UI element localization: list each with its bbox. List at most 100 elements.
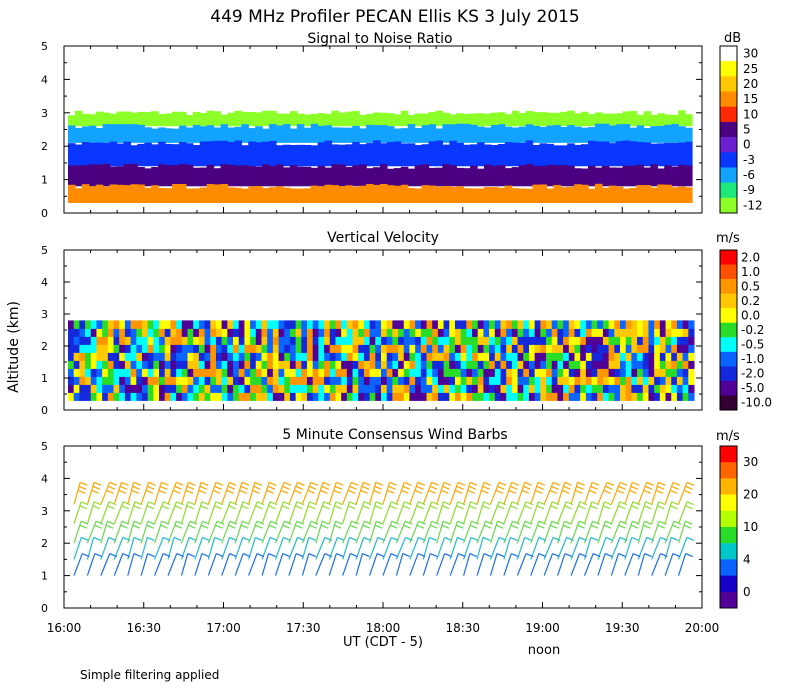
vv-cell — [659, 344, 667, 353]
snr-cell — [345, 167, 353, 187]
vv-cell — [102, 320, 109, 329]
colorbar-swatch — [720, 351, 737, 367]
vv-cell — [278, 328, 285, 337]
barb-flag — [389, 481, 397, 486]
vv-cell — [204, 336, 211, 345]
snr-cell — [636, 125, 645, 143]
vv-cell — [637, 360, 644, 369]
snr-cell — [629, 141, 638, 167]
vv-cell — [68, 360, 75, 369]
vv-cell — [130, 392, 137, 401]
colorbar-frame — [719, 445, 738, 609]
snr-cell — [352, 186, 360, 203]
vv-cell — [506, 360, 513, 369]
vv-cell — [528, 392, 536, 401]
vv-cell — [227, 336, 234, 345]
vv-cell — [79, 320, 86, 329]
barb-flag — [579, 501, 588, 506]
vv-cell — [136, 320, 143, 329]
barb-staff — [328, 501, 337, 524]
barb-flag — [162, 536, 171, 541]
snr-cell — [310, 167, 319, 187]
vv-cell — [193, 376, 200, 385]
vv-cell — [591, 368, 598, 377]
barb-staff — [180, 520, 191, 544]
colorbar-swatch — [720, 182, 737, 199]
barb-staff — [221, 482, 230, 505]
vv-cell — [238, 384, 245, 393]
barb-staff — [476, 482, 485, 505]
vv-cell — [227, 384, 234, 393]
vv-cell — [141, 360, 149, 369]
barb-staff — [73, 501, 82, 524]
vv-cell — [432, 392, 439, 401]
snr-cell — [352, 141, 360, 167]
vv-cell — [477, 352, 484, 361]
vv-cell — [307, 320, 314, 329]
vv-cell — [113, 384, 120, 393]
barb-flag — [176, 553, 184, 558]
vv-cell — [642, 376, 649, 385]
vv-cell — [85, 376, 92, 385]
snr-cell — [373, 112, 381, 127]
barb-flag — [632, 520, 640, 525]
vv-cell — [540, 320, 547, 329]
vv-cell — [335, 328, 342, 337]
barb-flag — [564, 520, 572, 525]
vv-cell — [358, 360, 365, 369]
snr-panel-title: Signal to Noise Ratio — [307, 31, 452, 47]
vv-cell — [85, 320, 92, 329]
snr-cell — [359, 185, 367, 203]
snr-cell — [248, 186, 256, 203]
barb-flag — [643, 489, 651, 494]
vv-cell — [375, 360, 382, 369]
vv-cell — [301, 360, 308, 369]
barb-flag — [686, 536, 695, 541]
barb-flag — [212, 489, 221, 494]
barb-staff — [664, 482, 674, 505]
barb-staff — [154, 482, 162, 505]
barb-flag — [94, 553, 103, 558]
vv-cell — [460, 336, 467, 345]
vv-cell — [654, 328, 661, 337]
barb-staff — [395, 520, 406, 544]
barb-flag — [282, 485, 290, 490]
vv-cell — [136, 376, 143, 385]
vv-cell — [159, 392, 166, 401]
barb-flag — [351, 520, 359, 525]
barb-flag — [133, 505, 141, 510]
barb-flag — [93, 481, 102, 486]
y-tick-label: 1 — [41, 174, 48, 187]
snr-cell — [68, 125, 76, 143]
vv-cell — [261, 352, 268, 361]
barb-flag — [404, 501, 412, 506]
vv-cell — [181, 336, 189, 345]
colorbar-label: -3 — [743, 153, 755, 167]
vv-cell — [90, 360, 97, 369]
barb-staff — [503, 501, 513, 524]
barb-staff — [516, 501, 527, 524]
barb-staff — [382, 482, 391, 505]
barb-flag — [616, 489, 625, 494]
vv-cell — [449, 360, 456, 369]
snr-cell — [172, 128, 180, 143]
barb-flag — [242, 553, 251, 558]
barb-staff — [342, 482, 352, 505]
vv-cell — [204, 368, 211, 377]
wind-barbs-panel: 5 Minute Consensus Wind Barbs m/s 012345… — [41, 427, 758, 615]
barb-flag — [337, 536, 345, 541]
snr-cell — [158, 141, 166, 167]
colorbar-swatch — [720, 462, 737, 479]
vv-cell — [363, 384, 371, 393]
snr-cell — [539, 184, 547, 203]
snr-cell — [88, 142, 97, 167]
vv-cell — [420, 336, 428, 345]
vv-cell — [381, 344, 388, 353]
vv-cell — [585, 352, 593, 361]
vv-cell — [449, 344, 456, 353]
barb-flag — [133, 520, 142, 525]
barb-flag — [107, 485, 116, 490]
barb-staff — [557, 501, 567, 524]
vv-cell — [335, 376, 342, 385]
snr-cell — [338, 127, 346, 143]
